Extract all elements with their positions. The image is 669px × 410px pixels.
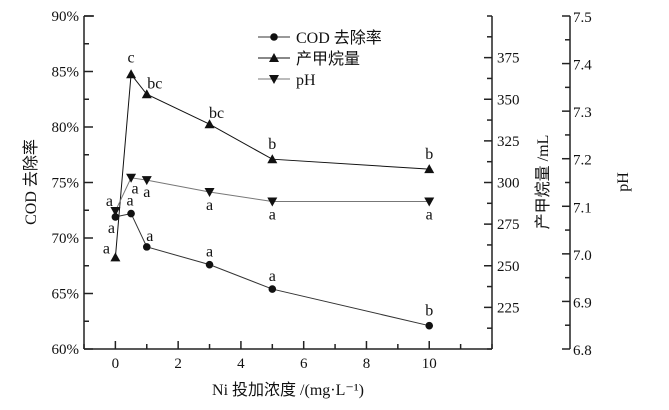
- significance-label: a: [103, 240, 110, 257]
- significance-label: a: [132, 181, 139, 198]
- point-marker: [204, 188, 215, 198]
- methane-tick-label: 275: [497, 217, 520, 233]
- point-marker: [425, 321, 434, 330]
- significance-label: bc: [147, 75, 162, 92]
- point-marker: [127, 209, 135, 218]
- x-tick-label: 8: [363, 356, 371, 372]
- left-tick-label: 65%: [52, 287, 80, 303]
- point-marker: [126, 69, 137, 79]
- point-marker: [269, 75, 279, 84]
- point-marker: [267, 154, 278, 164]
- point-marker: [270, 33, 278, 41]
- significance-label: a: [269, 207, 276, 224]
- methane-tick-label: 250: [497, 259, 520, 275]
- point-marker: [126, 173, 137, 183]
- methane-tick-label: 225: [497, 300, 520, 316]
- significance-label: a: [106, 193, 113, 210]
- point-marker: [142, 243, 151, 251]
- ph-tick-label: 7.1: [573, 200, 592, 216]
- point-marker: [141, 176, 152, 186]
- significance-label: a: [206, 197, 213, 214]
- right-axis-title-ph: pH: [615, 172, 632, 192]
- legend-item: COD 去除率: [258, 29, 382, 47]
- legend-label: pH: [296, 72, 316, 89]
- x-axis-title: Ni 投加浓度 /(mg·L⁻¹): [212, 381, 364, 399]
- methane-tick-label: 300: [497, 176, 520, 192]
- significance-label: a: [127, 193, 134, 210]
- left-tick-label: 90%: [52, 9, 80, 25]
- x-tick-label: 10: [422, 356, 437, 372]
- methane-tick-label: 325: [497, 134, 520, 150]
- point-marker: [110, 207, 121, 217]
- x-tick-label: 0: [112, 356, 120, 372]
- point-marker: [268, 285, 277, 293]
- ph-tick-label: 6.9: [573, 295, 592, 311]
- significance-label: a: [146, 228, 153, 245]
- significance-label: a: [108, 220, 115, 237]
- significance-label: a: [143, 184, 150, 201]
- point-marker: [141, 89, 152, 99]
- significance-label: b: [268, 136, 276, 153]
- left-axis-title: COD 去除率: [22, 139, 40, 225]
- left-tick-label: 85%: [52, 65, 80, 81]
- point-marker: [269, 53, 279, 62]
- left-tick-label: 60%: [52, 342, 80, 358]
- ph-tick-label: 7.3: [573, 105, 592, 121]
- left-tick-label: 75%: [52, 176, 80, 192]
- significance-label: a: [269, 268, 276, 285]
- point-marker: [204, 119, 215, 129]
- x-tick-label: 6: [300, 356, 308, 372]
- series-line: [114, 177, 430, 212]
- legend-item: 产甲烷量: [258, 50, 360, 68]
- right-axis-title-methane: 产甲烷量 /mL: [534, 135, 552, 230]
- series-ph: aa aaa a: [106, 173, 435, 224]
- significance-label: b: [425, 146, 433, 163]
- series-line: [114, 72, 430, 258]
- point-marker: [267, 197, 278, 207]
- x-tick-label: 2: [174, 356, 182, 372]
- x-tick-label: 4: [237, 356, 245, 372]
- legend-item: pH: [258, 72, 316, 89]
- significance-label: a: [426, 207, 433, 224]
- point-marker: [424, 164, 435, 174]
- point-marker: [110, 252, 121, 262]
- methane-tick-label: 350: [497, 92, 520, 108]
- ph-tick-label: 6.8: [573, 343, 592, 359]
- axes: 0 2 4 6 8 10 60% 65% 70% 75% 80% 85% 90% 225 250 275 300…: [52, 9, 593, 372]
- ph-tick-label: 7.4: [573, 58, 592, 74]
- ph-tick-label: 7.0: [573, 248, 592, 264]
- point-marker: [205, 260, 214, 269]
- left-tick-label: 80%: [52, 120, 80, 136]
- significance-label: b: [425, 303, 433, 320]
- point-marker: [111, 213, 120, 221]
- left-tick-label: 70%: [52, 231, 80, 247]
- legend-label: COD 去除率: [296, 29, 382, 47]
- legend-label: 产甲烷量: [296, 50, 360, 68]
- significance-label: bc: [209, 105, 224, 122]
- ph-tick-label: 7.2: [573, 153, 592, 169]
- methane-tick-label: 375: [497, 51, 520, 67]
- point-marker: [424, 197, 435, 207]
- significance-label: a: [206, 244, 213, 261]
- ph-tick-label: 7.5: [573, 10, 592, 26]
- significance-label: c: [128, 49, 135, 66]
